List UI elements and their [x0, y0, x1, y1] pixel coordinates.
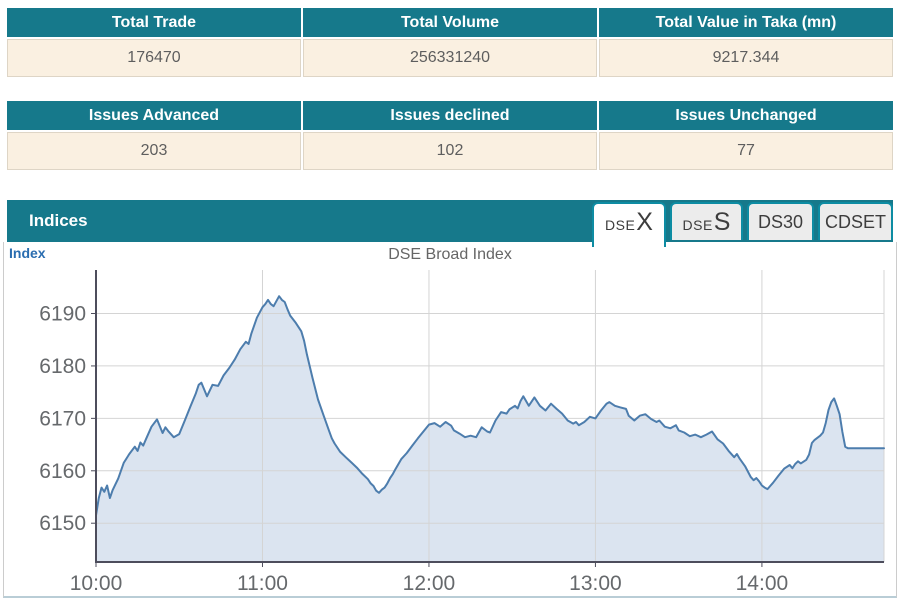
index-area-chart: 6150 6160 6170 6180 6190 10:00 11:00 12:00 13:00… — [39, 270, 885, 595]
svg-text:12:00: 12:00 — [403, 572, 456, 595]
tab-ds30-label: DS30 — [757, 211, 804, 232]
tab-ds30[interactable]: DS30 — [747, 202, 814, 240]
total-volume-header: Total Volume — [303, 8, 597, 37]
total-value-header: Total Value in Taka (mn) — [599, 8, 893, 37]
svg-text:10:00: 10:00 — [70, 572, 123, 595]
svg-text:6160: 6160 — [39, 460, 86, 483]
tab-cdset[interactable]: CDSET — [818, 202, 893, 240]
svg-text:6190: 6190 — [39, 303, 86, 326]
summary-table-header-row: Total Trade Total Volume Total Value in … — [7, 8, 893, 37]
total-value-value: 9217.344 — [599, 39, 893, 77]
issues-unchanged-header: Issues Unchanged — [599, 101, 893, 130]
issues-declined-header: Issues declined — [303, 101, 597, 130]
total-trade-header: Total Trade — [7, 8, 301, 37]
issues-advanced-header: Issues Advanced — [7, 101, 301, 130]
chart-title: DSE Broad Index — [388, 246, 512, 263]
svg-text:6170: 6170 — [39, 407, 86, 430]
issues-advanced-value: 203 — [7, 132, 301, 170]
tab-dsex[interactable]: DSE X — [592, 202, 666, 247]
chart-panel: Index DSE Broad Index 6150 6160 6170 6180 61… — [3, 242, 897, 598]
issues-table: Issues Advanced Issues declined Issues U… — [7, 101, 893, 170]
issues-table-value-row: 203 102 77 — [7, 132, 893, 170]
summary-table-value-row: 176470 256331240 9217.344 — [7, 39, 893, 77]
svg-text:6180: 6180 — [39, 355, 86, 378]
svg-text:14:00: 14:00 — [736, 572, 789, 595]
index-axis-label: Index — [9, 245, 46, 261]
total-trade-value: 176470 — [7, 39, 301, 77]
indices-header-bar: Indices — [7, 200, 893, 242]
tab-dsex-label: DSE X — [605, 208, 653, 236]
total-volume-value: 256331240 — [303, 39, 597, 77]
svg-text:13:00: 13:00 — [569, 572, 622, 595]
indices-panel-title: Indices — [29, 211, 88, 230]
tab-dses-label: DSE S — [682, 207, 731, 236]
issues-table-header-row: Issues Advanced Issues declined Issues U… — [7, 101, 893, 130]
issues-unchanged-value: 77 — [599, 132, 893, 170]
issues-declined-value: 102 — [303, 132, 597, 170]
summary-table: Total Trade Total Volume Total Value in … — [7, 8, 893, 77]
tab-cdset-label: CDSET — [824, 211, 886, 232]
svg-text:11:00: 11:00 — [237, 572, 288, 595]
svg-text:6150: 6150 — [39, 512, 86, 535]
tab-dses[interactable]: DSE S — [670, 202, 743, 240]
